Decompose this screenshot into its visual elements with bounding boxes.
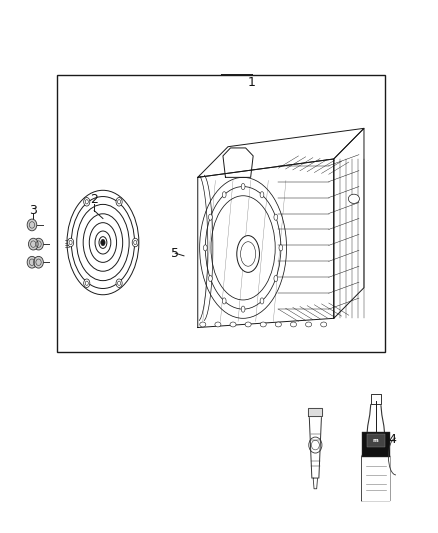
Ellipse shape — [84, 198, 90, 206]
Circle shape — [27, 256, 37, 268]
Text: m: m — [373, 438, 378, 443]
Text: 1: 1 — [248, 76, 256, 89]
Ellipse shape — [276, 322, 281, 327]
Ellipse shape — [230, 322, 236, 327]
Ellipse shape — [215, 322, 221, 327]
Polygon shape — [371, 394, 381, 405]
Ellipse shape — [237, 236, 259, 272]
Circle shape — [28, 238, 38, 250]
Ellipse shape — [306, 322, 311, 327]
Ellipse shape — [279, 245, 283, 251]
Bar — [362, 432, 390, 456]
Ellipse shape — [116, 198, 122, 206]
Ellipse shape — [245, 322, 251, 327]
Polygon shape — [313, 478, 318, 489]
Ellipse shape — [67, 238, 74, 247]
Ellipse shape — [208, 276, 212, 281]
Text: 5: 5 — [171, 247, 179, 260]
Bar — [362, 456, 390, 500]
Bar — [367, 434, 385, 447]
Ellipse shape — [223, 192, 226, 198]
Ellipse shape — [84, 279, 90, 287]
Circle shape — [27, 219, 37, 231]
Ellipse shape — [260, 192, 264, 198]
Ellipse shape — [241, 306, 245, 312]
Circle shape — [34, 238, 43, 250]
Ellipse shape — [348, 194, 360, 204]
Circle shape — [34, 256, 43, 268]
Bar — [57, 75, 385, 352]
Text: 2: 2 — [90, 193, 98, 206]
Text: 4: 4 — [388, 433, 396, 446]
Polygon shape — [308, 408, 322, 416]
Ellipse shape — [116, 279, 122, 287]
Ellipse shape — [260, 298, 264, 304]
Ellipse shape — [260, 322, 266, 327]
Ellipse shape — [200, 322, 206, 327]
Ellipse shape — [99, 237, 107, 248]
Ellipse shape — [223, 298, 226, 304]
Ellipse shape — [208, 214, 212, 220]
Polygon shape — [362, 405, 390, 500]
Ellipse shape — [101, 239, 105, 246]
Text: 3: 3 — [29, 204, 37, 217]
Ellipse shape — [203, 245, 207, 251]
Ellipse shape — [274, 214, 278, 220]
Ellipse shape — [274, 276, 278, 281]
Ellipse shape — [132, 238, 138, 247]
Polygon shape — [309, 416, 321, 478]
Ellipse shape — [290, 322, 297, 327]
Ellipse shape — [241, 183, 245, 190]
Ellipse shape — [321, 322, 327, 327]
